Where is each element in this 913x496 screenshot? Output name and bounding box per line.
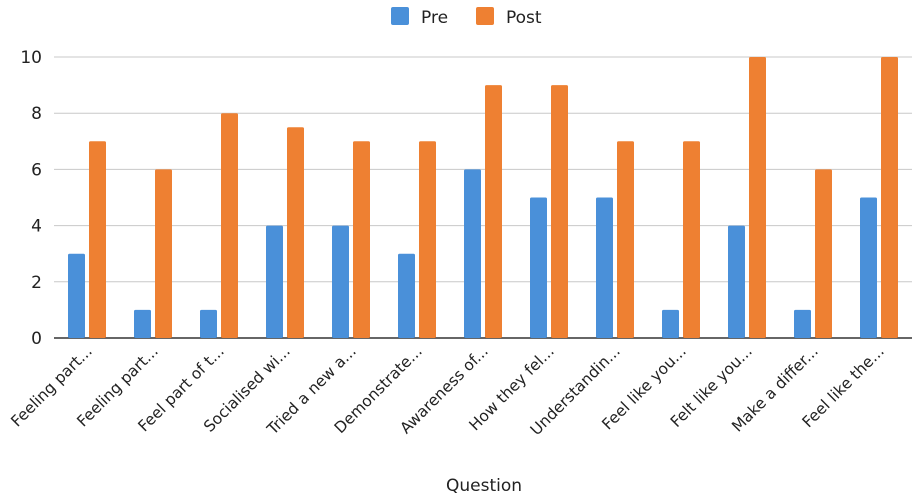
bar-pre bbox=[860, 197, 877, 338]
y-tick-label: 4 bbox=[31, 217, 42, 237]
legend: Pre Post bbox=[391, 7, 542, 28]
bar-pre bbox=[266, 225, 283, 338]
x-axis: Feeling part...Feeling part...Feel part … bbox=[7, 342, 887, 439]
bar-pre bbox=[530, 197, 547, 338]
bar-post bbox=[683, 141, 700, 338]
bar-post bbox=[881, 57, 898, 338]
bar-pre bbox=[794, 309, 811, 338]
bar-pre bbox=[332, 225, 349, 338]
bar-pre bbox=[200, 309, 217, 338]
bar-post bbox=[287, 127, 304, 338]
bar-pre bbox=[134, 309, 151, 338]
gridlines bbox=[54, 56, 912, 339]
legend-label-pre: Pre bbox=[421, 8, 448, 28]
bar-post bbox=[221, 113, 238, 338]
bar-post bbox=[485, 85, 502, 338]
bar-pre bbox=[596, 197, 613, 338]
bar-post bbox=[551, 85, 568, 338]
bar-post bbox=[89, 141, 106, 338]
legend-swatch-pre bbox=[391, 7, 409, 25]
bar-pre bbox=[728, 225, 745, 338]
bars bbox=[68, 57, 898, 338]
bar-post bbox=[617, 141, 634, 338]
y-tick-label: 8 bbox=[31, 104, 42, 124]
bar-post bbox=[155, 169, 172, 338]
bar-post bbox=[815, 169, 832, 338]
bar-post bbox=[419, 141, 436, 338]
legend-label-post: Post bbox=[506, 8, 542, 28]
x-axis-title: Question bbox=[446, 476, 522, 496]
bar-post bbox=[749, 57, 766, 338]
y-tick-label: 10 bbox=[20, 48, 42, 68]
bar-pre bbox=[68, 253, 85, 338]
bar-pre bbox=[662, 309, 679, 338]
bar-pre bbox=[398, 253, 415, 338]
y-axis: 0 2 4 6 8 10 bbox=[20, 48, 42, 349]
y-tick-label: 2 bbox=[31, 273, 42, 293]
bar-post bbox=[353, 141, 370, 338]
legend-swatch-post bbox=[476, 7, 494, 25]
bar-pre bbox=[464, 169, 481, 338]
y-tick-label: 0 bbox=[31, 329, 42, 349]
y-tick-label: 6 bbox=[31, 160, 42, 180]
